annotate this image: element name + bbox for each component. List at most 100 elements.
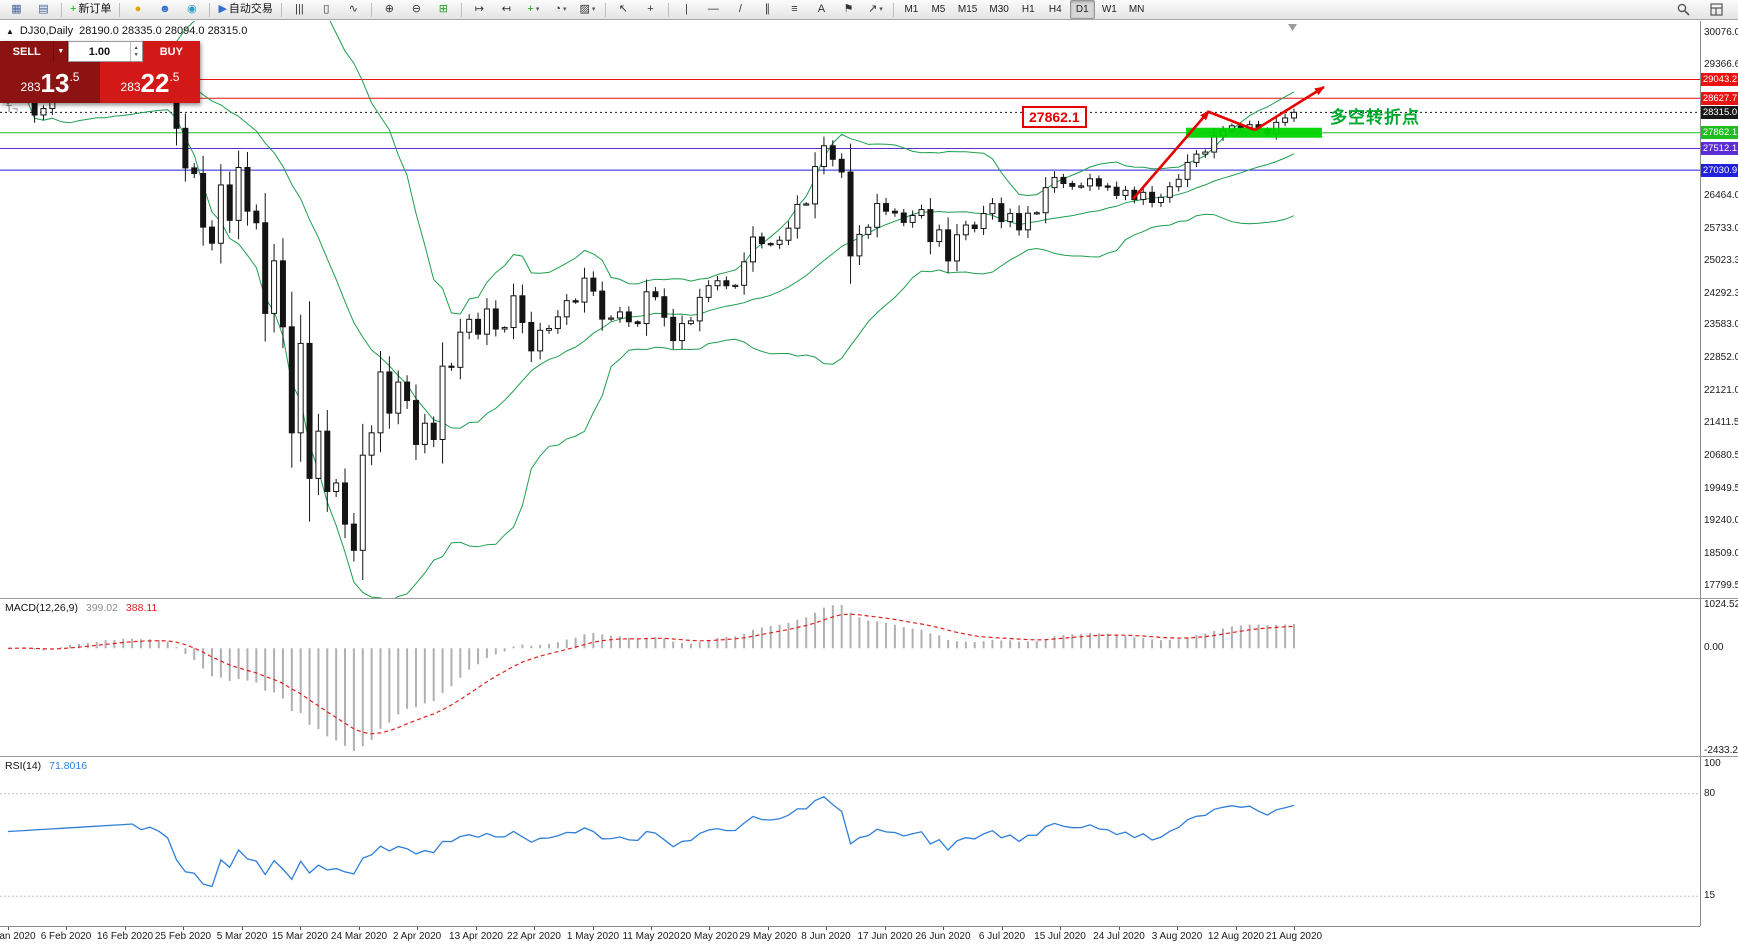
indicators-button[interactable]: + ▾ [521, 0, 546, 19]
symbol-ohlc-readout: ▲ DJ30,Daily 28190.0 28335.0 28094.0 283… [6, 25, 247, 37]
price-level-note[interactable]: 27862.1 [1022, 106, 1087, 128]
price-axis[interactable]: 30076.0 29366.6 26464.0 25733.0 25023.3 24292… [1700, 21, 1738, 926]
timeframe-m15-button[interactable]: M15 [957, 3, 978, 15]
date-tick-mark [593, 927, 594, 930]
turning-point-zone[interactable] [1186, 127, 1322, 138]
date-tick-label: 22 Apr 2020 [507, 931, 561, 942]
periods-button[interactable]: ◔ ▾ [548, 0, 573, 19]
buy-button[interactable]: BUY [142, 41, 201, 62]
macd-pane[interactable] [0, 599, 1700, 756]
horizontal-line-icon: — [707, 3, 719, 15]
price-level-badge: 28315.0 [1701, 106, 1738, 119]
timeframe-m5-button[interactable]: M5 [931, 3, 946, 15]
news-button[interactable]: ◉ [179, 0, 204, 19]
cursor-button[interactable]: ↖ [611, 0, 636, 19]
chart-shift-button[interactable]: ↤ [494, 0, 519, 19]
sell-button[interactable]: SELL [0, 41, 55, 62]
order-settings-dropdown[interactable]: ▼ [54, 41, 69, 62]
autotrading-button[interactable]: ▶ 自动交易 [218, 3, 273, 15]
macd-value: 399.02 [85, 602, 118, 614]
contacts-button[interactable]: ☻ [152, 0, 177, 19]
zoom-out-button[interactable]: ⊖ [404, 0, 429, 19]
toolbar-separator [119, 2, 121, 17]
new-order-button[interactable]: + 新订单 [70, 3, 112, 15]
templates-button[interactable]: ▨ ▾ [575, 0, 600, 19]
candlestick-mode-icon: ▯ [323, 3, 330, 15]
dropdown-caret-icon: ▾ [535, 6, 540, 13]
rsi-pane[interactable] [0, 757, 1700, 926]
bar-chart-mode-button[interactable]: ||| [287, 0, 312, 19]
dropdown-caret-icon: ▾ [879, 6, 883, 13]
price-tick-label: 25023.3 [1704, 255, 1738, 266]
templates-icon: ▨ [579, 3, 590, 15]
turning-point-note[interactable]: 多空转折点 [1330, 108, 1420, 127]
ask-big: 22 [140, 67, 170, 98]
date-tick-label: 24 Jul 2020 [1093, 931, 1145, 942]
profiles-button[interactable]: ▤ [31, 0, 56, 19]
toolbar-separator [280, 2, 282, 17]
timeframe-h4-button[interactable]: H4 [1048, 3, 1062, 15]
bid-price-display[interactable]: 283 13.5 [0, 62, 100, 103]
date-tick-mark [242, 927, 243, 930]
chart-shift-marker[interactable] [1288, 24, 1297, 31]
text-label-icon: ⚑ [843, 3, 854, 15]
timeframe-w1-button[interactable]: W1 [1101, 3, 1117, 15]
timeframe-m1-button[interactable]: M1 [904, 3, 919, 15]
one-click-trading-panel: SELL ▼ 1.00 ▲ ▼ BUY 283 13.5 283 22.5 [0, 41, 201, 103]
trend-arrows-layer [1132, 85, 1325, 200]
main-price-chart[interactable] [0, 21, 1700, 598]
volume-spinner[interactable]: ▲ ▼ [129, 42, 142, 61]
macd-axis-label: -2433.25 [1704, 745, 1738, 756]
price-tick-label: 22121.0 [1704, 385, 1738, 396]
rsi-name: RSI(14) [5, 760, 42, 772]
bollinger-middle-band [7, 76, 1295, 429]
volume-input[interactable]: 1.00 ▲ ▼ [68, 41, 143, 62]
spinner-down-icon: ▼ [133, 51, 139, 58]
date-tick-label: 17 Jun 2020 [857, 931, 913, 942]
date-tick-label: 20 May 2020 [680, 931, 738, 942]
price-tick-label: 25733.0 [1704, 223, 1738, 234]
fibonacci-button[interactable]: ≡ [782, 0, 807, 19]
date-tick-mark [1236, 927, 1237, 930]
auto-scroll-button[interactable]: ↦ [467, 0, 492, 19]
toolbar: ▦ ▤ + 新订单 ● ☻ ◉ ▶ 自动交易 ||| ▯ ∿ ⊕ ⊖ ⊞ ↦ ↤ + ▾ ◔ ▾ ▨ ▾ ↖ + | — / ∥ ≡ A ⚑ ↗… [0, 0, 1738, 20]
vertical-line-button[interactable]: | [674, 0, 699, 19]
timeframe-h1-button[interactable]: H1 [1021, 3, 1035, 15]
candlestick-mode-button[interactable]: ▯ [314, 0, 339, 19]
trendline-button[interactable]: / [728, 0, 753, 19]
history-center-button[interactable]: ● [125, 0, 150, 19]
pane-separator[interactable] [0, 598, 1738, 599]
new-chart-button[interactable]: ▦ [4, 0, 29, 19]
dropdown-caret-icon: ▾ [591, 6, 596, 13]
crosshair-button[interactable]: + [638, 0, 663, 19]
date-tick-mark [300, 927, 301, 930]
price-tick-label: 19949.5 [1704, 483, 1738, 494]
search-icon[interactable] [1671, 0, 1696, 19]
pane-separator[interactable] [0, 756, 1738, 757]
date-tick-label: 3 Aug 2020 [1151, 931, 1203, 942]
price-tick-label: 18509.0 [1704, 548, 1738, 559]
price-level-badge: 27512.1 [1701, 142, 1738, 155]
timeframe-mn-button[interactable]: MN [1128, 3, 1145, 15]
layout-panels-icon[interactable] [1704, 0, 1729, 19]
zoom-in-button[interactable]: ⊕ [377, 0, 402, 19]
timeframe-m30-button[interactable]: M30 [989, 3, 1009, 15]
symbol-timeframe-label: DJ30,Daily [19, 25, 74, 37]
macd-signal-line [7, 613, 1295, 735]
equidistant-channel-button[interactable]: ∥ [755, 0, 780, 19]
date-tick-label: 6 Feb 2020 [40, 931, 92, 942]
tile-windows-button[interactable]: ⊞ [431, 0, 456, 19]
date-tick-mark [943, 927, 944, 930]
arrows-tool-button[interactable]: ↗ ▾ [863, 0, 888, 19]
text-button[interactable]: A [809, 0, 834, 19]
line-chart-mode-button[interactable]: ∿ [341, 0, 366, 19]
autotrading-icon: ▶ [218, 3, 227, 15]
price-tick-label: 21411.5 [1704, 417, 1738, 428]
text-label-button[interactable]: ⚑ [836, 0, 861, 19]
timeframe-d1-button[interactable]: D1 [1069, 0, 1095, 19]
ask-price-display[interactable]: 283 22.5 [100, 62, 200, 103]
horizontal-line-button[interactable]: — [701, 0, 726, 19]
date-tick-mark [183, 927, 184, 930]
ohlc-values: 28190.0 28335.0 28094.0 28315.0 [79, 25, 248, 37]
